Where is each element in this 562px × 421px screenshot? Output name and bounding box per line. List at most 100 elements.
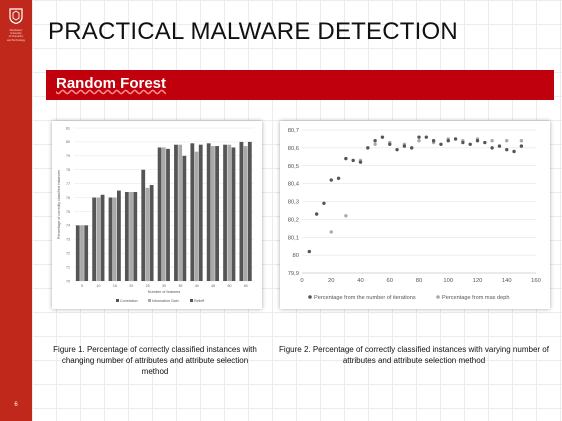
- x-tick-label: 60: [244, 284, 248, 288]
- legend-swatch: [190, 299, 193, 302]
- scatter-point: [490, 139, 494, 143]
- scatter-point: [475, 139, 480, 143]
- bar: [157, 147, 162, 281]
- bar: [112, 197, 117, 281]
- bar: [124, 191, 129, 281]
- bar: [210, 146, 215, 281]
- slide-title: PRACTICAL MALWARE DETECTION: [48, 18, 458, 45]
- bar: [166, 148, 170, 281]
- page-number: 6: [14, 402, 18, 408]
- y-tick-label: 80,2: [288, 217, 299, 223]
- y-tick-label: 81: [66, 126, 70, 130]
- scatter-point: [344, 214, 348, 218]
- bar: [84, 225, 89, 281]
- y-tick-label: 80: [66, 140, 70, 144]
- scatter-point: [468, 142, 472, 146]
- bar: [129, 191, 133, 281]
- y-tick-label: 79,9: [288, 271, 299, 277]
- x-tick-label: 45: [211, 284, 215, 288]
- scatter-point: [380, 135, 385, 139]
- x-tick-label: 40: [357, 278, 363, 284]
- scatter-point: [497, 144, 502, 148]
- bar: [108, 197, 113, 281]
- x-tick-label: 60: [387, 278, 393, 284]
- scatter-point: [505, 147, 509, 152]
- subtitle-banner: Random Forest: [46, 70, 554, 100]
- scatter-point: [417, 135, 421, 139]
- y-tick-label: 73: [66, 238, 70, 242]
- bar: [141, 169, 146, 281]
- bar: [247, 141, 252, 281]
- scatter-point: [505, 139, 509, 143]
- scatter-point: [446, 139, 450, 143]
- bar: [182, 155, 187, 281]
- bar: [223, 144, 227, 281]
- scatter-point: [424, 135, 429, 139]
- scatter-point: [336, 176, 341, 180]
- y-tick-label: 80,7: [288, 128, 299, 134]
- y-tick-label: 80: [293, 253, 299, 259]
- x-tick-label: 0: [300, 278, 303, 284]
- bar: [145, 187, 150, 281]
- sidebar: Mendeleev University of Chemistry and Te…: [0, 0, 32, 421]
- x-tick-label: 100: [443, 278, 453, 284]
- figure2-panel: 79,9 80 80,1 80,2 80,3 80,4 80,5 80,6 80,7 0 20 40 6…: [280, 121, 550, 309]
- scatter-point: [409, 146, 414, 150]
- scatter-point: [351, 158, 355, 163]
- bar: [178, 144, 183, 281]
- y-tick-label: 76: [66, 196, 70, 200]
- legend-label: Information Gain: [152, 299, 179, 303]
- y-tick-label: 75: [66, 210, 70, 214]
- x-tick-label: 15: [113, 284, 117, 288]
- bar: [117, 190, 121, 281]
- bar: [194, 151, 199, 281]
- y-tick-label: 80,5: [288, 164, 299, 170]
- scatter-point: [402, 144, 407, 148]
- y-tick-label: 72: [66, 251, 70, 255]
- scatter-point: [373, 139, 377, 143]
- scatter-point: [519, 144, 524, 148]
- scatter-point: [358, 160, 363, 164]
- scatter-point: [519, 139, 524, 143]
- scatter-point: [366, 146, 370, 150]
- x-tick-label: 30: [162, 284, 166, 288]
- scatter-point: [453, 137, 458, 141]
- scatter-point: [322, 201, 326, 205]
- y-tick-label: 80,1: [288, 235, 299, 241]
- x-tick-label: 10: [97, 284, 101, 288]
- slide-subtitle: Random Forest: [56, 75, 167, 92]
- scatter-point: [307, 249, 312, 254]
- x-tick-label: 20: [129, 284, 133, 288]
- legend-swatch: [116, 299, 119, 302]
- bar: [92, 197, 97, 281]
- bar: [149, 185, 154, 281]
- x-tick-label: 50: [227, 284, 231, 288]
- bar: [198, 144, 203, 281]
- y-tick-label: 78: [66, 168, 70, 172]
- scatter-point: [439, 142, 443, 146]
- scatter-point: [417, 139, 421, 143]
- figure1-caption: Figure 1. Percentage of correctly classi…: [53, 345, 257, 376]
- bar: [133, 191, 138, 281]
- scatter-point: [344, 156, 348, 161]
- x-tick-label: 140: [502, 278, 512, 284]
- scatter-point: [490, 146, 494, 150]
- legend-marker: [436, 295, 440, 299]
- university-logo-icon: [9, 8, 23, 24]
- figure2-scatter-chart: 79,9 80 80,1 80,2 80,3 80,4 80,5 80,6 80,7 0 20 40 6…: [288, 128, 541, 301]
- bar: [174, 144, 178, 281]
- x-tick-label: 160: [531, 278, 541, 284]
- bar: [239, 141, 244, 281]
- x-tick-label: 25: [146, 284, 150, 288]
- bar: [190, 143, 195, 281]
- figure1-bar-chart: 70 71 72 73 74 75 76 77 78 79 80 81 5 10 15 20 25 30 35 40 4…: [57, 126, 254, 303]
- bar: [231, 147, 236, 281]
- scatter-point: [512, 149, 516, 154]
- scatter-point: [388, 142, 392, 146]
- bar: [161, 147, 166, 281]
- legend-swatch: [148, 299, 151, 302]
- x-tick-label: 35: [178, 284, 182, 288]
- y-axis-label: Percentage of correctly classified insta…: [57, 170, 61, 239]
- x-tick-label: 120: [473, 278, 483, 284]
- bar: [227, 144, 232, 281]
